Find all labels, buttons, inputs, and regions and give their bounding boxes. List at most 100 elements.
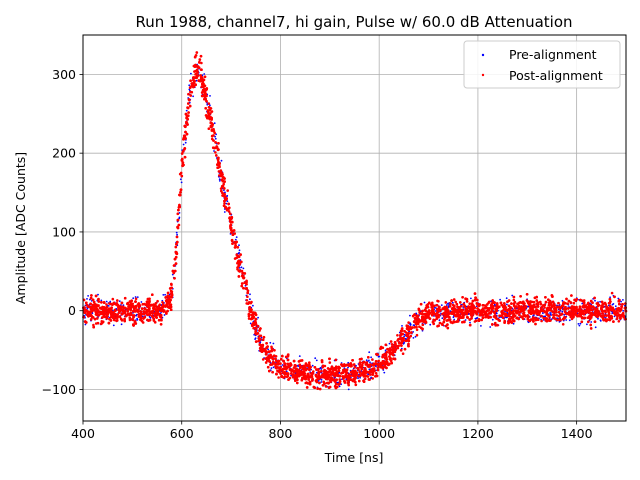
data-point <box>613 315 616 318</box>
data-point <box>246 295 249 299</box>
data-point <box>298 355 301 357</box>
data-point <box>525 293 529 296</box>
data-point <box>182 143 185 146</box>
data-point <box>175 231 178 234</box>
data-point <box>221 185 224 188</box>
data-point <box>96 298 100 301</box>
data-point <box>599 300 601 303</box>
data-point <box>510 302 513 305</box>
data-point <box>423 301 426 304</box>
data-point <box>128 300 132 303</box>
data-point <box>245 299 249 302</box>
data-point <box>401 352 405 356</box>
data-point <box>371 358 374 361</box>
data-point <box>397 337 400 341</box>
data-point <box>297 364 299 367</box>
data-point <box>226 189 229 192</box>
data-point <box>320 369 323 373</box>
data-point <box>252 304 254 307</box>
data-point <box>519 295 522 298</box>
data-point <box>511 294 514 297</box>
data-point <box>334 358 338 362</box>
data-point <box>384 343 388 347</box>
data-point <box>361 363 364 367</box>
data-point <box>192 95 195 98</box>
data-point <box>272 342 275 345</box>
data-point <box>195 79 198 82</box>
data-point <box>357 377 359 380</box>
data-point <box>184 141 187 144</box>
data-point <box>347 383 351 387</box>
data-point <box>367 356 370 359</box>
data-point <box>177 223 181 227</box>
data-point <box>123 317 126 321</box>
data-point <box>190 72 192 75</box>
data-point <box>614 305 617 308</box>
data-point <box>622 299 624 301</box>
data-point <box>156 299 159 303</box>
data-point <box>198 58 202 61</box>
data-point <box>589 327 593 330</box>
data-point <box>368 351 371 354</box>
data-point <box>273 349 276 352</box>
data-point <box>296 371 299 375</box>
data-point <box>491 318 494 321</box>
data-point <box>383 362 387 366</box>
data-point <box>132 297 135 300</box>
data-point <box>286 362 290 366</box>
data-point <box>383 360 387 364</box>
data-point <box>386 347 389 351</box>
data-point <box>512 295 516 299</box>
data-point <box>374 362 378 366</box>
data-point <box>109 300 112 303</box>
data-point <box>512 298 516 302</box>
data-point <box>214 151 217 154</box>
data-point <box>448 315 451 319</box>
data-point <box>134 297 138 301</box>
data-point <box>188 104 192 108</box>
data-point <box>501 316 505 320</box>
data-point <box>543 306 546 309</box>
data-point <box>247 314 251 318</box>
data-point <box>611 312 614 315</box>
data-point <box>238 267 241 269</box>
data-point <box>371 377 375 380</box>
data-point <box>559 309 562 312</box>
data-point <box>86 307 89 310</box>
data-point <box>469 321 471 324</box>
data-point <box>274 357 278 361</box>
data-point <box>403 333 406 336</box>
data-point <box>165 311 168 314</box>
data-point <box>365 359 368 362</box>
data-point <box>238 249 241 252</box>
data-point <box>389 359 393 363</box>
data-point <box>368 368 371 371</box>
data-point <box>174 262 178 265</box>
data-point <box>96 317 99 320</box>
data-point <box>503 302 506 305</box>
data-point <box>359 376 361 379</box>
data-point <box>483 306 487 310</box>
data-point <box>328 361 332 364</box>
data-point <box>317 374 321 377</box>
data-point <box>558 320 561 323</box>
data-point <box>552 310 556 313</box>
data-point <box>421 329 424 332</box>
data-point <box>572 301 576 305</box>
data-point <box>238 244 240 247</box>
data-point <box>97 304 100 307</box>
data-point <box>622 310 625 312</box>
data-point <box>402 342 405 345</box>
data-point <box>223 189 225 192</box>
data-point <box>577 323 580 325</box>
data-point <box>476 317 479 319</box>
data-point <box>604 317 607 319</box>
data-point <box>136 296 139 298</box>
data-point <box>486 303 489 306</box>
data-point <box>459 304 463 308</box>
data-point <box>89 302 92 306</box>
data-point <box>257 316 259 319</box>
data-point <box>223 187 226 190</box>
data-point <box>97 293 99 296</box>
data-point <box>269 341 272 344</box>
